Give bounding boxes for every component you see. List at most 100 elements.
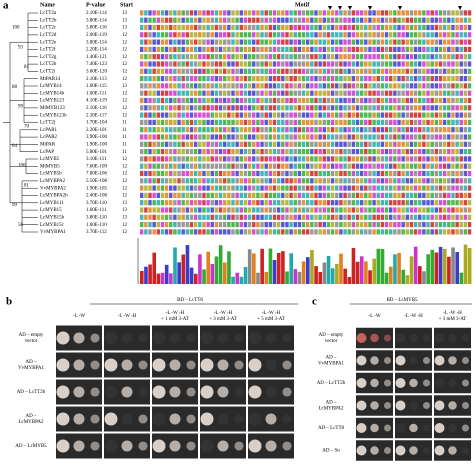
residue: [252, 83, 256, 89]
residue: [372, 222, 376, 228]
residue: [256, 163, 260, 169]
residue: [355, 10, 360, 16]
residue: [235, 32, 239, 38]
p-value: 7.80E-106: [86, 172, 107, 177]
residue: [409, 222, 414, 228]
residue: [430, 54, 434, 60]
residue: [430, 61, 434, 67]
residue: [281, 170, 285, 177]
residue: [347, 222, 351, 228]
residue: [285, 76, 289, 82]
residue: [148, 163, 152, 169]
residue: [169, 32, 173, 38]
residue: [164, 97, 169, 104]
residue: [272, 207, 277, 213]
header: Start: [120, 2, 133, 8]
residue: [426, 76, 430, 82]
residue: [293, 46, 297, 52]
residue: [330, 178, 335, 184]
residue: [438, 54, 443, 60]
residue: [455, 149, 459, 155]
residue: [148, 76, 152, 82]
residue: [359, 97, 364, 104]
residue: [140, 163, 144, 169]
residue: [310, 17, 314, 23]
colony: [90, 360, 100, 370]
residue: [181, 192, 185, 198]
residue: [152, 46, 156, 52]
residue: [355, 105, 360, 111]
residue: [185, 61, 190, 67]
residue: [177, 112, 181, 118]
start: 12: [122, 194, 128, 199]
residue: [206, 163, 210, 169]
residue: [351, 112, 356, 118]
residue: [306, 156, 310, 162]
residue: [467, 207, 472, 213]
logo-letter: [293, 269, 298, 284]
residue: [235, 178, 239, 184]
residue: [442, 229, 447, 235]
residue: [409, 61, 414, 67]
residue: [355, 156, 360, 162]
residue: [384, 119, 389, 125]
residue: [198, 54, 202, 60]
residue: [322, 112, 326, 118]
residue: [451, 222, 455, 228]
residue: [202, 112, 206, 118]
residue: [430, 156, 434, 162]
residue: [389, 112, 393, 118]
residue: [214, 141, 219, 147]
residue: [198, 185, 202, 191]
residue: [285, 24, 289, 31]
residue: [202, 39, 206, 45]
residue: [343, 54, 347, 60]
residue: [193, 149, 198, 155]
residue: [231, 112, 235, 118]
residue: [210, 127, 214, 133]
logo-letter: [438, 246, 443, 284]
residue: [355, 90, 360, 96]
residue: [326, 61, 331, 67]
residue: [438, 105, 443, 111]
residue: [235, 163, 239, 169]
residue: [218, 127, 223, 133]
residue: [206, 46, 210, 52]
residue: [397, 61, 401, 67]
residue: [268, 119, 273, 125]
residue: [218, 163, 223, 169]
residue: [393, 90, 397, 96]
residue: [235, 170, 239, 177]
colony: [248, 439, 262, 453]
residue: [301, 90, 306, 96]
residue: [148, 68, 152, 74]
residue: [447, 68, 451, 74]
residue: [281, 83, 285, 89]
residue: [430, 17, 434, 23]
residue: [164, 170, 169, 177]
residue: [463, 156, 468, 162]
residue: [447, 24, 451, 31]
residue: [276, 90, 281, 96]
residue: [239, 222, 243, 228]
residue: [210, 112, 214, 118]
residue: [289, 214, 293, 220]
residue: [264, 141, 268, 147]
residue: [181, 10, 185, 16]
residue: [285, 156, 289, 162]
start: 12: [122, 33, 128, 38]
residue: [343, 207, 347, 213]
residue: [459, 90, 463, 96]
residue: [301, 68, 306, 74]
residue: [160, 192, 165, 198]
residue: [260, 156, 264, 162]
residue: [206, 39, 210, 45]
residue: [364, 119, 368, 125]
residue: [223, 163, 227, 169]
residue: [372, 105, 376, 111]
residue: [426, 17, 430, 23]
residue: [442, 192, 447, 198]
residue: [326, 156, 331, 162]
residue: [418, 127, 422, 133]
residue: [169, 76, 173, 82]
